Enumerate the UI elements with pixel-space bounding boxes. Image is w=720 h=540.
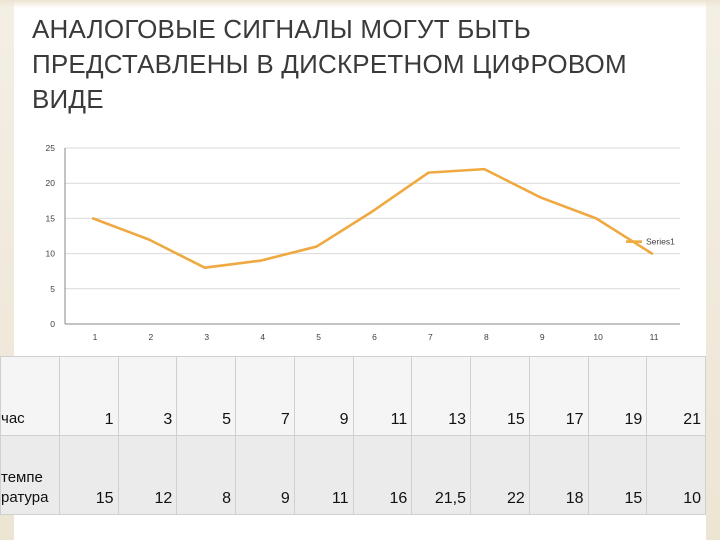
table-cell: 17 [528, 356, 589, 436]
x-tick-label: 2 [148, 332, 153, 342]
table-cell: 11 [293, 435, 354, 515]
table-cell: 21,5 [411, 435, 471, 515]
data-point [483, 167, 486, 171]
legend-label: Series1 [646, 237, 675, 247]
table-cell: 19 [587, 356, 648, 436]
line-chart: 0 5 10 15 20 25 1 2 3 4 5 6 7 8 9 10 11 Series1 [46, 143, 680, 342]
y-tick-label: 10 [46, 249, 56, 259]
data-point [203, 266, 206, 269]
table-cell: 15 [470, 356, 530, 436]
data-point [594, 217, 598, 220]
data-point [147, 238, 151, 241]
data-point [91, 217, 95, 220]
x-tick-label: 5 [316, 332, 321, 342]
x-tick-label: 3 [204, 332, 209, 342]
y-tick-label: 15 [46, 213, 56, 223]
table-cell: 18 [528, 435, 589, 515]
data-point [650, 252, 654, 255]
table-cell: 22 [470, 435, 530, 515]
table-cell: 8 [176, 435, 236, 515]
table-cell: 5 [176, 356, 236, 436]
table-cell: 13 [411, 356, 471, 436]
y-tick-label: 25 [46, 143, 56, 153]
table-row-temperature: темпе ратура 15 12 8 9 11 16 21,5 22 18 … [0, 435, 706, 515]
y-tick-label: 20 [46, 178, 56, 188]
x-tick-label: 1 [93, 332, 98, 342]
table-cell: 12 [117, 435, 178, 515]
x-tick-label: 9 [540, 332, 545, 342]
table-row-hour: час 1 3 5 7 9 11 13 15 17 19 21 [0, 356, 706, 436]
x-tick-label: 4 [260, 332, 265, 342]
x-tick-label: 11 [650, 332, 659, 342]
data-point [259, 259, 262, 262]
table-cell: 15 [587, 435, 648, 515]
data-point [371, 210, 374, 213]
table-cell: 21 [646, 356, 706, 436]
data-table: час 1 3 5 7 9 11 13 15 17 19 21 темпе ра… [0, 356, 706, 515]
slide-title: АНАЛОГОВЫЕ СИГНАЛЫ МОГУТ БЫТЬ ПРЕДСТАВЛЕ… [32, 14, 627, 114]
x-tick-label: 6 [372, 332, 377, 342]
table-cell: 11 [352, 356, 413, 436]
y-tick-label: 5 [50, 284, 55, 294]
row-label-hour: час [0, 356, 60, 436]
table-cell: 10 [646, 435, 706, 515]
top-shade [0, 0, 720, 8]
x-tick-label: 8 [484, 332, 489, 342]
row-label-temperature: темпе ратура [0, 435, 60, 515]
table-cell: 9 [293, 356, 354, 436]
table-cell: 9 [235, 435, 295, 515]
table-cell: 16 [352, 435, 413, 515]
table-cell: 1 [58, 356, 119, 436]
x-tick-label: 10 [593, 332, 603, 342]
table-cell: 15 [58, 435, 119, 515]
right-decor-bar [706, 0, 720, 540]
y-tick-label: 0 [50, 319, 55, 329]
data-point [427, 171, 430, 174]
data-point [315, 245, 318, 248]
data-point [539, 196, 542, 199]
x-tick-label: 7 [428, 332, 433, 342]
table-cell: 3 [117, 356, 178, 436]
table-cell: 7 [235, 356, 295, 436]
